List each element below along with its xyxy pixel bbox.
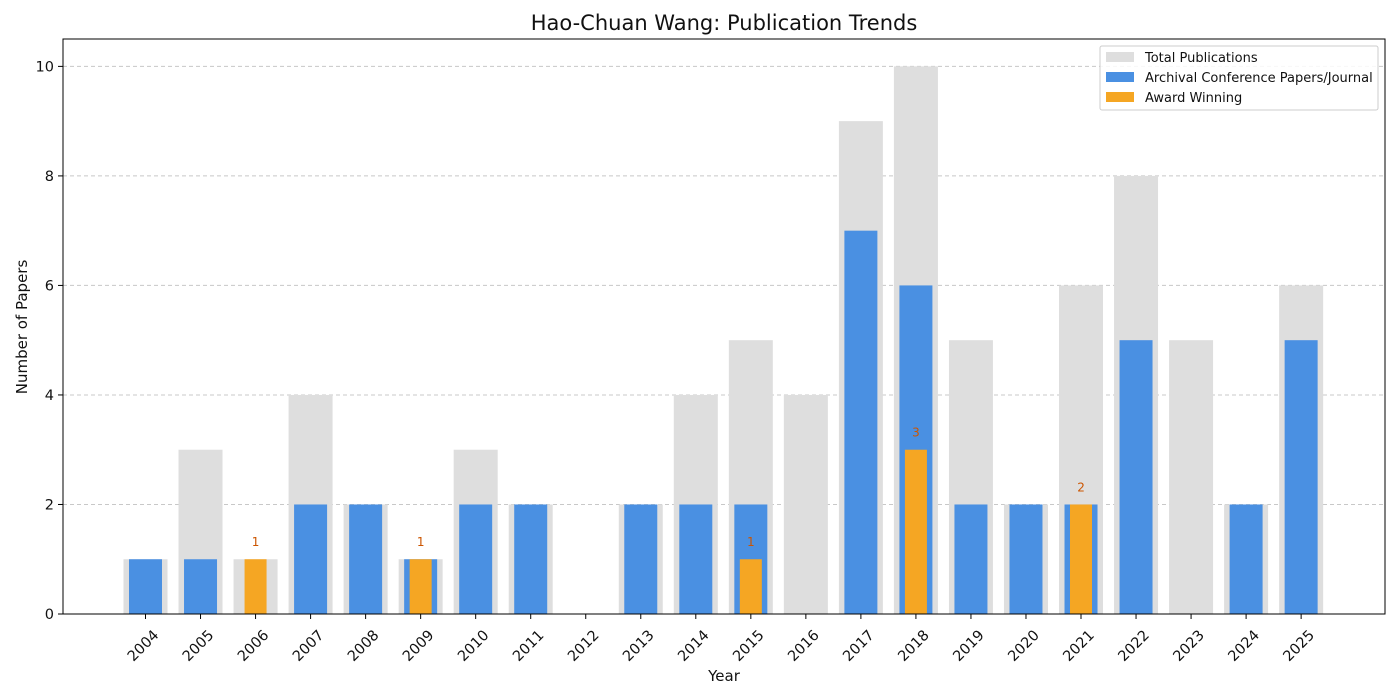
x-tick-label: 2019: [950, 628, 987, 665]
archival-bar: [1009, 504, 1043, 614]
x-tick-label: 2024: [1226, 628, 1263, 665]
legend-swatch-archival: [1106, 72, 1134, 82]
x-tick-label: 2012: [565, 628, 602, 665]
archival-bar: [349, 504, 383, 614]
x-axis-label: Year: [707, 667, 741, 685]
archival-bar: [514, 504, 548, 614]
archival-bar: [954, 504, 988, 614]
archival-bar: [1284, 340, 1318, 614]
x-tick-label: 2010: [455, 628, 492, 665]
plot-frame: [62, 38, 1386, 615]
award-value-labels: 1 1 1 3 2: [252, 426, 1085, 550]
x-tick-label: 2018: [895, 628, 932, 665]
award-value-label: 1: [417, 535, 425, 549]
award-bar: [1070, 504, 1093, 614]
y-tick-label: 8: [45, 169, 54, 185]
y-tick-label: 4: [45, 388, 54, 404]
archival-bar: [624, 504, 658, 614]
award-bar: [409, 559, 432, 614]
archival-bar: [1119, 340, 1153, 614]
archival-bar: [844, 230, 878, 614]
x-tick-label: 2008: [345, 628, 382, 665]
legend-label-award: Award Winning: [1145, 91, 1242, 106]
award-bar: [244, 559, 267, 614]
x-tick-label: 2016: [785, 628, 822, 665]
x-tick-label: 2011: [510, 628, 547, 665]
x-tick-label: 2015: [730, 628, 767, 665]
legend-swatch-award: [1106, 92, 1134, 102]
x-tick-label: 2014: [675, 628, 712, 665]
award-value-label: 2: [1077, 480, 1085, 494]
y-tick-label: 10: [36, 59, 54, 75]
x-tick-label: 2009: [400, 628, 437, 665]
legend: Total Publications Archival Conference P…: [1099, 45, 1379, 111]
y-tick-label: 0: [45, 607, 54, 623]
legend-label-total: Total Publications: [1144, 51, 1258, 66]
x-tick-label: 2004: [125, 628, 162, 665]
award-bar: [739, 559, 762, 614]
y-tick-label: 6: [45, 278, 54, 294]
x-tick-label: 2006: [235, 628, 272, 665]
award-bars: [244, 449, 1093, 614]
x-tick-label: 2007: [290, 628, 327, 665]
x-tick-label: 2017: [840, 628, 877, 665]
total-bar: [783, 394, 828, 614]
y-axis-ticks: 0 2 4 6 8 10: [36, 59, 63, 623]
total-bar: [1169, 340, 1214, 614]
archival-bar: [184, 559, 218, 614]
archival-bar: [294, 504, 328, 614]
archival-bar: [459, 504, 493, 614]
award-value-label: 1: [747, 535, 755, 549]
legend-label-archival: Archival Conference Papers/Journal: [1145, 71, 1373, 86]
x-tick-label: 2005: [180, 628, 217, 665]
x-tick-label: 2020: [1005, 628, 1042, 665]
archival-bar: [679, 504, 713, 614]
award-bar: [904, 449, 927, 614]
legend-box: [1099, 45, 1379, 111]
x-tick-label: 2025: [1281, 628, 1318, 665]
y-tick-label: 2: [45, 497, 54, 513]
y-axis-label: Number of Papers: [13, 260, 31, 395]
x-tick-label: 2022: [1115, 628, 1152, 665]
archival-bar: [129, 559, 162, 614]
award-value-label: 1: [252, 535, 260, 549]
award-value-label: 3: [912, 426, 920, 440]
x-tick-label: 2021: [1060, 628, 1097, 665]
x-tick-label: 2023: [1170, 628, 1207, 665]
archival-bar: [1229, 504, 1263, 614]
grid-lines: [63, 65, 1385, 505]
legend-swatch-total: [1106, 52, 1134, 62]
x-tick-label: 2013: [620, 628, 657, 665]
chart-title: Hao-Chuan Wang: Publication Trends: [531, 11, 918, 35]
x-axis-ticks: 2004 2005 2006 2007 2008 2009 2010 2011 2012 2013…: [125, 614, 1318, 665]
